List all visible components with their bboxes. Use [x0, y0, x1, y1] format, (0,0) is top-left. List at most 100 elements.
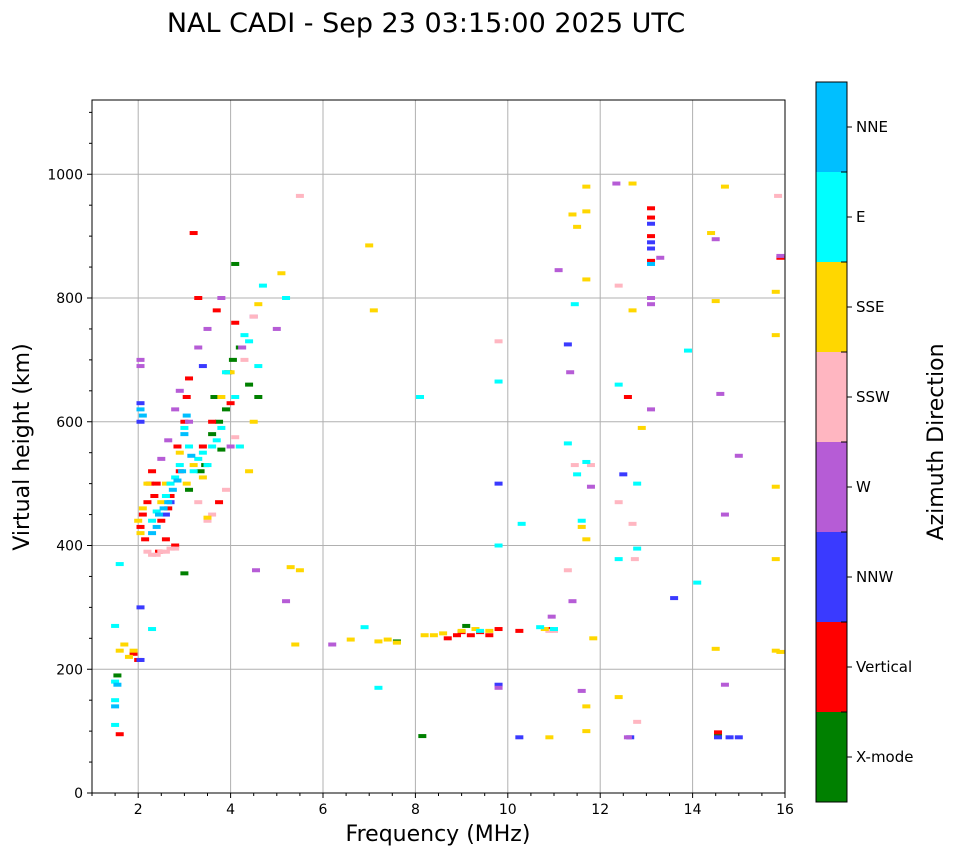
- data-point: [418, 734, 427, 739]
- data-point: [577, 518, 586, 523]
- data-point: [547, 614, 556, 619]
- data-point: [157, 518, 166, 523]
- x-axis-ticks: 2 4 6 8 10 12 14 16: [91, 793, 794, 818]
- data-point: [494, 481, 503, 486]
- data-point: [670, 596, 679, 601]
- colorbar-label: NNW: [856, 568, 893, 586]
- data-point: [494, 685, 503, 690]
- data-point: [369, 308, 378, 313]
- data-point: [208, 432, 217, 437]
- data-point: [164, 506, 173, 511]
- data-point: [115, 732, 124, 737]
- data-point: [148, 552, 157, 557]
- data-point: [245, 382, 254, 387]
- data-point: [194, 345, 203, 350]
- data-point: [494, 339, 503, 344]
- chart-title: NAL CADI - Sep 23 03:15:00 2025 UTC: [167, 8, 685, 39]
- data-point: [164, 438, 173, 443]
- data-point: [383, 637, 392, 642]
- data-point: [175, 450, 184, 455]
- data-point: [136, 401, 145, 406]
- data-point: [189, 469, 198, 474]
- data-point: [711, 646, 720, 651]
- data-point: [166, 494, 175, 498]
- colorbar-label: NNE: [856, 118, 888, 136]
- data-point: [254, 302, 263, 307]
- colorbar-segment: [816, 622, 847, 712]
- data-point: [166, 481, 175, 486]
- data-point: [272, 326, 281, 331]
- data-point: [136, 531, 145, 536]
- data-point: [240, 357, 249, 362]
- data-point: [152, 524, 161, 529]
- data-point: [374, 639, 383, 644]
- data-point: [457, 628, 466, 633]
- data-point: [120, 642, 129, 647]
- data-point: [252, 568, 261, 573]
- data-point: [623, 735, 632, 740]
- data-point: [720, 512, 729, 517]
- data-point: [150, 494, 159, 498]
- data-point: [185, 376, 194, 381]
- data-point: [633, 719, 642, 724]
- data-point: [136, 419, 145, 424]
- data-point: [136, 605, 145, 610]
- data-point: [217, 395, 226, 399]
- data-point: [173, 444, 182, 449]
- data-point: [152, 552, 161, 557]
- data-point: [217, 447, 226, 452]
- data-point: [217, 425, 226, 430]
- data-point: [614, 283, 623, 288]
- data-point: [623, 395, 632, 399]
- data-point: [136, 364, 145, 369]
- data-point: [633, 481, 642, 486]
- data-point: [185, 444, 194, 449]
- data-point: [582, 537, 591, 542]
- data-point: [208, 444, 217, 449]
- data-point: [215, 500, 224, 505]
- y-axis-label: Virtual height (km): [10, 343, 35, 550]
- data-point: [619, 472, 628, 477]
- data-point: [136, 657, 145, 662]
- data-point: [111, 679, 120, 684]
- data-point: [157, 549, 166, 554]
- data-point: [111, 623, 120, 628]
- data-point: [771, 484, 780, 489]
- data-point: [286, 565, 295, 570]
- data-point: [148, 627, 157, 632]
- colorbar-label: Vertical: [856, 658, 912, 676]
- colorbar-segment: [816, 262, 847, 352]
- data-point: [238, 345, 247, 350]
- data-point: [563, 441, 572, 446]
- data-point: [771, 557, 780, 562]
- data-point: [540, 627, 549, 632]
- data-point: [582, 729, 591, 734]
- data-point: [295, 568, 304, 573]
- y-tick-label: 0: [74, 786, 83, 802]
- data-point: [582, 277, 591, 282]
- data-point: [113, 682, 122, 687]
- data-point: [656, 255, 665, 260]
- data-point: [185, 419, 194, 424]
- data-point: [582, 209, 591, 214]
- data-point: [182, 395, 191, 399]
- data-point: [471, 627, 480, 632]
- data-point: [550, 627, 558, 632]
- data-point: [628, 181, 637, 186]
- data-point: [231, 261, 240, 266]
- data-point: [154, 512, 163, 517]
- y-tick-label: 800: [56, 291, 83, 307]
- data-point: [208, 419, 217, 424]
- data-point: [231, 320, 240, 325]
- data-point: [249, 314, 258, 319]
- data-point: [494, 543, 503, 548]
- data-point: [633, 546, 642, 551]
- data-point: [720, 682, 729, 687]
- data-point: [711, 237, 720, 242]
- data-points: [111, 181, 785, 740]
- data-point: [124, 654, 133, 659]
- data-point: [161, 481, 170, 486]
- colorbar-segment: [816, 172, 847, 262]
- data-point: [647, 296, 656, 300]
- data-point: [515, 735, 524, 740]
